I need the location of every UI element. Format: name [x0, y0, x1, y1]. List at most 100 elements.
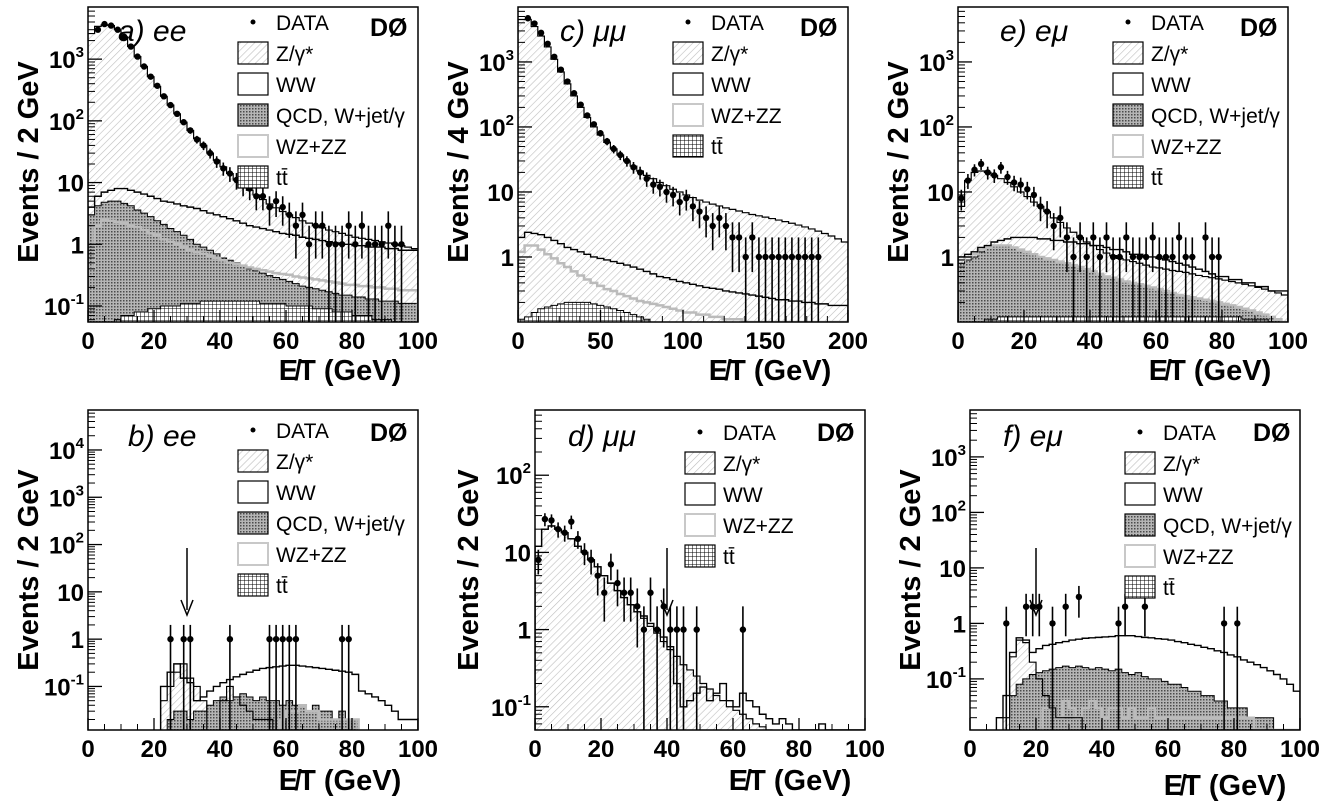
legend-label-qcd: QCD, W+jet/γ [276, 105, 405, 128]
data-point [601, 589, 608, 596]
x-tick-label: 40 [654, 736, 681, 763]
data-point [643, 175, 650, 182]
x-tick-label: 0 [511, 328, 524, 355]
data-point [200, 142, 207, 149]
data-point [709, 222, 716, 230]
data-point [292, 222, 300, 229]
data-point [206, 149, 214, 157]
data-point [154, 82, 161, 89]
legend-swatch-ww [684, 482, 716, 506]
data-point [1220, 620, 1228, 627]
x-tick-label: 60 [273, 736, 300, 763]
data-point [325, 241, 333, 248]
data-point [997, 164, 1005, 171]
x-tick-label: 100 [663, 328, 703, 355]
y-axis-label-d: Events / 2 GeV [453, 469, 485, 671]
x-tick-label: 100 [398, 736, 438, 763]
wzzz-histogram-c [518, 244, 848, 322]
data-point [964, 177, 972, 184]
legend-swatch-ww [672, 72, 704, 96]
x-tick-label: 60 [1155, 736, 1182, 763]
data-point [971, 166, 978, 173]
experiment-label-c: DØ [800, 14, 838, 42]
plot-area-e [958, 158, 1288, 322]
data-point [213, 158, 220, 165]
legend-label-data: DATA [276, 12, 329, 35]
data-point [634, 603, 641, 610]
total-mc-line-e [958, 170, 1288, 322]
y-tick-label: 1 [953, 611, 966, 638]
legend-swatch-wzzz [1124, 544, 1156, 568]
legend-swatch-ww [237, 72, 269, 96]
data-point [795, 253, 802, 261]
x-tick-label: 100 [1268, 328, 1308, 355]
data-point [568, 518, 575, 525]
data-point [1189, 253, 1196, 261]
legend-swatch-zgamma [672, 41, 704, 65]
data-point [729, 234, 736, 241]
data-point [319, 222, 326, 229]
panel-label-f: f) eμ [1003, 420, 1063, 453]
y-tick-label: 103 [49, 482, 84, 512]
panel-b-ee-met-selected: b) ee DØ Events / 2 GeV E̸T (GeV) DATA Z/… [13, 409, 438, 797]
data-point [1175, 234, 1183, 241]
data-point [693, 626, 700, 633]
data-point [1215, 253, 1222, 261]
data-point [272, 635, 280, 643]
legend-data-marker [250, 19, 256, 25]
x-axis-label-b: E̸T (GeV) [279, 765, 401, 797]
x-tick-label: 0 [951, 328, 964, 355]
legend-label-wzzz: WZ+ZZ [711, 105, 782, 128]
legend-label-ttbar: tt̄ [276, 167, 288, 190]
total-mc-line-d [535, 525, 773, 730]
data-point [338, 241, 346, 248]
ww-histogram-e [958, 236, 1288, 322]
data-point [663, 188, 670, 196]
wzzz-histogram-e [958, 244, 1288, 322]
data-point [1142, 253, 1150, 261]
data-point [548, 517, 555, 524]
data-point [173, 110, 181, 118]
panel-label-a: a) ee [118, 15, 186, 48]
legend-label-zgamma: Z/γ* [276, 451, 313, 474]
y-tick-label: 10-1 [44, 291, 84, 321]
data-point [1162, 253, 1170, 261]
x-tick-label: 20 [588, 736, 615, 763]
data-point [544, 40, 551, 48]
x-tick-label: 40 [1077, 328, 1104, 355]
experiment-label-e: DØ [1240, 14, 1278, 42]
x-tick-label: 20 [141, 328, 168, 355]
data-point [107, 22, 115, 29]
y-tick-label: 10-1 [926, 664, 966, 694]
data-point [524, 15, 532, 22]
legend-swatch-zgamma [1124, 451, 1156, 475]
data-point [312, 222, 319, 229]
y-tick-label: 103 [919, 47, 954, 77]
panel-label-c: c) μμ [560, 15, 626, 48]
ww-histogram-c [518, 231, 848, 322]
data-point [610, 145, 617, 153]
data-point [1024, 186, 1031, 193]
legend-data-marker [697, 429, 703, 435]
legend-swatch-ttbar [684, 544, 716, 568]
data-point [762, 253, 769, 261]
panel-e-emu-met: e) eμ DØ Events / 2 GeV E̸T (GeV) DATA Z/… [883, 6, 1308, 387]
y-tick-label: 1 [518, 618, 531, 645]
legend-label-qcd: QCD, W+jet/γ [1151, 105, 1280, 128]
data-point [1208, 253, 1216, 261]
data-point [656, 183, 664, 191]
panel-c-mumu-met: c) μμ DØ Events / 4 GeV E̸T (GeV) DATA Z/… [443, 6, 868, 387]
data-point [1136, 253, 1143, 261]
x-axis-label-d: E̸T (GeV) [729, 765, 851, 797]
y-tick-label: 10 [504, 540, 531, 567]
data-point [279, 635, 286, 643]
y-axis-label-e: Events / 2 GeV [883, 61, 915, 263]
legend-f: DATA Z/γ* WW QCD, W+jet/γ WZ+ZZ tt̄ [1124, 422, 1292, 600]
legend-data-marker [1125, 19, 1131, 25]
x-tick-label: 20 [1011, 328, 1038, 355]
cut-arrowhead-f [1029, 599, 1043, 618]
y-tick-label: 10 [57, 171, 84, 198]
data-point [266, 635, 273, 643]
y-tick-label: 10 [927, 180, 954, 207]
